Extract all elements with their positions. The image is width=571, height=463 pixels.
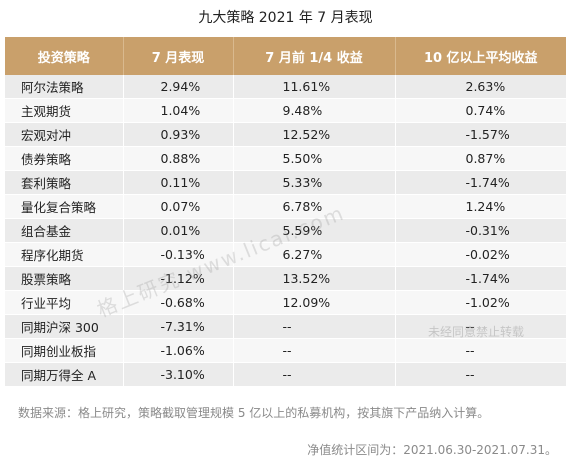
cell-strategy: 股票策略 bbox=[5, 266, 124, 291]
table-row: 组合基金 0.01% 5.59% -0.31% bbox=[5, 218, 567, 243]
cell-july-performance: 0.11% bbox=[123, 170, 234, 195]
cell-over-1b-avg-return: -1.57% bbox=[395, 122, 567, 147]
table-row: 同期创业板指 -1.06% -- -- bbox=[5, 338, 567, 363]
cell-july-performance: -0.68% bbox=[123, 290, 234, 315]
cell-over-1b-avg-return: 0.74% bbox=[395, 98, 567, 123]
cell-strategy: 组合基金 bbox=[5, 218, 124, 243]
cell-july-performance: -1.12% bbox=[123, 266, 234, 291]
strategy-performance-table: 投资策略 7 月表现 7 月前 1/4 收益 10 亿以上平均收益 阿尔法策略 2… bbox=[5, 37, 567, 387]
cell-strategy: 阿尔法策略 bbox=[5, 75, 124, 99]
table-row: 股票策略 -1.12% 13.52% -1.74% bbox=[5, 266, 567, 291]
cell-strategy: 宏观对冲 bbox=[5, 122, 124, 147]
watermark-corner: 未经同意禁止转载 bbox=[428, 325, 525, 339]
cell-over-1b-avg-return: 0.87% bbox=[395, 146, 567, 171]
table-row: 量化复合策略 0.07% 6.78% 1.24% bbox=[5, 194, 567, 219]
cell-pre-july-quartile-return: 6.78% bbox=[233, 194, 396, 219]
table-row: 债券策略 0.88% 5.50% 0.87% bbox=[5, 146, 567, 171]
cell-pre-july-quartile-return: 5.50% bbox=[233, 146, 396, 171]
cell-july-performance: 0.07% bbox=[123, 194, 234, 219]
cell-strategy: 程序化期货 bbox=[5, 242, 124, 267]
table-row: 宏观对冲 0.93% 12.52% -1.57% bbox=[5, 122, 567, 147]
table-row: 主观期货 1.04% 9.48% 0.74% bbox=[5, 98, 567, 123]
cell-strategy: 同期创业板指 bbox=[5, 338, 124, 363]
table-row: 程序化期货 -0.13% 6.27% -0.02% bbox=[5, 242, 567, 267]
cell-july-performance: 1.04% bbox=[123, 98, 234, 123]
cell-july-performance: 0.88% bbox=[123, 146, 234, 171]
cell-pre-july-quartile-return: 13.52% bbox=[233, 266, 396, 291]
header-over-1b-avg-return: 10 亿以上平均收益 bbox=[395, 37, 566, 75]
cell-over-1b-avg-return: -1.02% bbox=[395, 290, 567, 315]
cell-july-performance: -1.06% bbox=[123, 338, 234, 363]
cell-july-performance: 0.01% bbox=[123, 218, 234, 243]
table-row: 行业平均 -0.68% 12.09% -1.02% bbox=[5, 290, 567, 315]
table-header-row: 投资策略 7 月表现 7 月前 1/4 收益 10 亿以上平均收益 bbox=[5, 37, 566, 75]
table-row: 套利策略 0.11% 5.33% -1.74% bbox=[5, 170, 567, 195]
cell-pre-july-quartile-return: 9.48% bbox=[233, 98, 396, 123]
table-row: 阿尔法策略 2.94% 11.61% 2.63% bbox=[5, 75, 567, 99]
header-strategy: 投资策略 bbox=[5, 37, 124, 75]
cell-over-1b-avg-return: -1.74% bbox=[395, 170, 567, 195]
cell-over-1b-avg-return: -- bbox=[395, 314, 567, 339]
cell-july-performance: -3.10% bbox=[123, 362, 234, 387]
cell-july-performance: -7.31% bbox=[123, 314, 234, 339]
header-pre-july-quartile-return: 7 月前 1/4 收益 bbox=[233, 37, 396, 75]
cell-over-1b-avg-return: -0.02% bbox=[395, 242, 567, 267]
cell-strategy: 同期万得全 A bbox=[5, 362, 124, 387]
footnote: 数据来源：格上研究，策略截取管理规模 5 亿以上的私募机构，按其旗下产品纳入计算… bbox=[18, 406, 490, 420]
cell-pre-july-quartile-return: 5.59% bbox=[233, 218, 396, 243]
cell-over-1b-avg-return: -1.74% bbox=[395, 266, 567, 291]
cell-over-1b-avg-return: -- bbox=[395, 362, 567, 387]
table-row: 同期沪深 300 -7.31% -- -- bbox=[5, 314, 567, 339]
cell-july-performance: 0.93% bbox=[123, 122, 234, 147]
header-july-performance: 7 月表现 bbox=[123, 37, 234, 75]
chart-title: 九大策略 2021 年 7 月表现 bbox=[198, 10, 373, 26]
cell-pre-july-quartile-return: 5.33% bbox=[233, 170, 396, 195]
table-row: 同期万得全 A -3.10% -- -- bbox=[5, 362, 567, 387]
cell-strategy: 债券策略 bbox=[5, 146, 124, 171]
cell-pre-july-quartile-return: -- bbox=[233, 314, 396, 339]
cell-pre-july-quartile-return: 6.27% bbox=[233, 242, 396, 267]
cell-pre-july-quartile-return: -- bbox=[233, 338, 396, 363]
cell-pre-july-quartile-return: 11.61% bbox=[233, 75, 396, 99]
cell-pre-july-quartile-return: 12.09% bbox=[233, 290, 396, 315]
cell-over-1b-avg-return: -0.31% bbox=[395, 218, 567, 243]
cell-july-performance: 2.94% bbox=[123, 75, 234, 99]
cell-over-1b-avg-return: 2.63% bbox=[395, 75, 567, 99]
cell-pre-july-quartile-return: 12.52% bbox=[233, 122, 396, 147]
cell-strategy: 同期沪深 300 bbox=[5, 314, 124, 339]
cell-july-performance: -0.13% bbox=[123, 242, 234, 267]
cell-strategy: 主观期货 bbox=[5, 98, 124, 123]
cell-over-1b-avg-return: 1.24% bbox=[395, 194, 567, 219]
cell-strategy: 套利策略 bbox=[5, 170, 124, 195]
cell-over-1b-avg-return: -- bbox=[395, 338, 567, 363]
cell-strategy: 行业平均 bbox=[5, 290, 124, 315]
statistics-period: 净值统计区间为：2021.06.30-2021.07.31。 bbox=[307, 443, 557, 457]
cell-pre-july-quartile-return: -- bbox=[233, 362, 396, 387]
cell-strategy: 量化复合策略 bbox=[5, 194, 124, 219]
